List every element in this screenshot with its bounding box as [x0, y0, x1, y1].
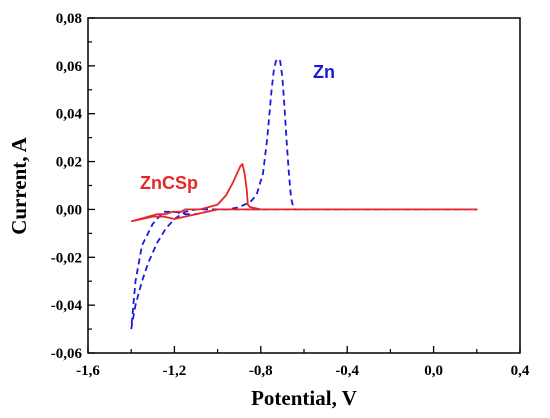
y-tick-label: 0,08	[56, 11, 82, 27]
x-tick-label: 0,4	[511, 363, 530, 379]
series-line-zn	[130, 57, 478, 330]
x-axis-ticks: -1,6 -1,2 -0,8 -0,4 0,0 0,4	[76, 346, 530, 379]
series-layer	[130, 57, 478, 330]
y-tick-label: 0,04	[56, 107, 83, 123]
y-tick-label: 0,06	[56, 59, 83, 75]
y-tick-label: -0,04	[51, 298, 83, 314]
x-tick-label: -0,8	[249, 363, 273, 379]
x-tick-label: 0,0	[424, 363, 443, 379]
y-tick-label: -0,06	[51, 346, 83, 362]
series-label-zn: Zn	[313, 62, 335, 82]
y-axis-title: Current, A	[7, 136, 31, 234]
x-tick-label: -1,2	[163, 363, 187, 379]
y-tick-label: -0,02	[51, 250, 82, 266]
series-label-zncsp: ZnCSp	[140, 173, 198, 193]
x-axis-title: Potential, V	[251, 386, 357, 410]
y-tick-label: 0,02	[56, 155, 82, 171]
y-axis-ticks: -0,06 -0,04 -0,02 0,00 0,02 0,04 0,06 0,08	[51, 11, 95, 362]
x-tick-label: -0,4	[335, 363, 359, 379]
y-tick-label: 0,00	[56, 202, 82, 218]
series-line-zncsp	[130, 163, 478, 223]
x-tick-label: -1,6	[76, 363, 100, 379]
